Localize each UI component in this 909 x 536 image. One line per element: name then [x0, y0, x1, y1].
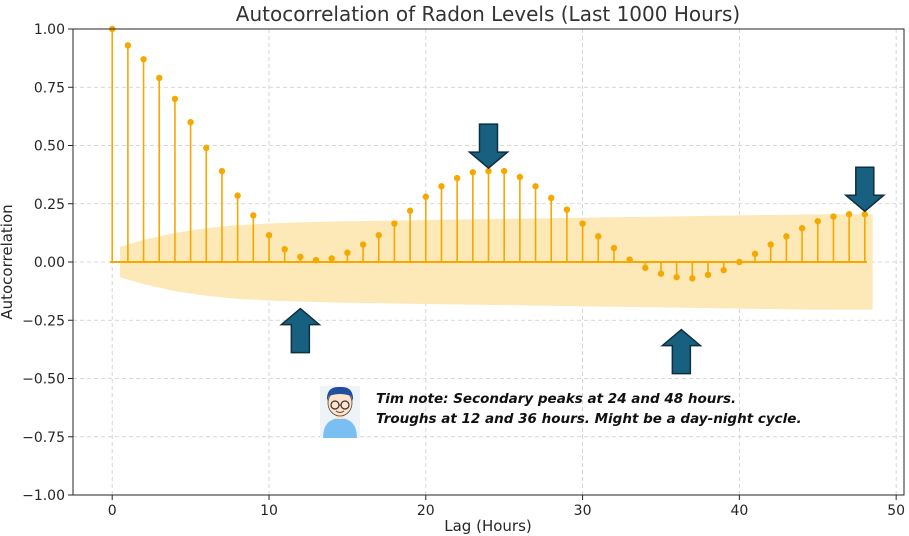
x-tick-label: 40 — [730, 503, 748, 519]
acf-stems — [108, 25, 869, 282]
chart-title: Autocorrelation of Radon Levels (Last 10… — [236, 2, 740, 26]
note-line-1: Tim note: Secondary peaks at 24 and 48 h… — [376, 391, 736, 407]
acf-marker — [814, 218, 821, 225]
avatar-icon — [320, 386, 360, 438]
acf-marker — [548, 194, 555, 202]
arrow-up-icon — [660, 328, 703, 375]
x-tick-label: 30 — [574, 503, 592, 519]
acf-marker — [453, 174, 461, 182]
annotation-note: Tim note: Secondary peaks at 24 and 48 h… — [320, 386, 802, 438]
acf-marker — [375, 232, 382, 239]
y-tick-label: −1.00 — [22, 488, 65, 504]
avatar-shirt — [323, 418, 357, 438]
arrow-up-icon — [279, 307, 322, 354]
avatar-smile — [335, 410, 345, 413]
acf-marker — [532, 183, 539, 190]
note-line-2: Troughs at 12 and 36 hours. Might be a d… — [376, 411, 802, 427]
y-tick-label: 0.25 — [34, 197, 65, 213]
acf-marker — [830, 213, 837, 220]
acf-marker — [579, 220, 586, 227]
acf-marker — [500, 167, 508, 175]
acf-marker — [328, 255, 335, 262]
acf-marker — [187, 119, 194, 126]
acf-marker — [610, 244, 618, 252]
x-tick-label: 10 — [260, 503, 278, 519]
acf-marker — [516, 173, 524, 181]
acf-marker — [234, 192, 241, 199]
acf-marker — [720, 266, 727, 274]
y-tick-label: −0.25 — [22, 313, 65, 329]
x-tick-label: 0 — [108, 503, 117, 519]
acf-marker — [767, 241, 774, 248]
acf-marker — [485, 167, 492, 175]
acf-marker — [297, 253, 304, 261]
y-tick-label: 0.50 — [34, 139, 65, 155]
acf-marker — [218, 167, 226, 175]
y-axis-label: Autocorrelation — [0, 204, 16, 319]
acf-marker — [406, 207, 414, 214]
avatar-hair — [326, 386, 354, 401]
acf-marker — [783, 233, 790, 240]
acf-marker — [798, 225, 806, 232]
acf-marker — [281, 245, 288, 253]
y-tick-label: 1.00 — [34, 22, 65, 38]
acf-marker — [124, 42, 132, 49]
acf-marker — [595, 233, 602, 240]
acf-marker — [642, 264, 649, 272]
acf-marker — [438, 183, 445, 190]
acf-marker — [689, 275, 696, 282]
acf-marker — [626, 256, 633, 263]
x-axis-label: Lag (Hours) — [444, 517, 532, 535]
acf-marker — [704, 271, 712, 279]
arrow-down-icon — [467, 123, 510, 170]
y-tick-label: 0.00 — [34, 255, 65, 271]
x-tick-label: 20 — [417, 503, 435, 519]
acf-marker — [344, 249, 351, 256]
y-axis-ticks: −1.00 −0.75 −0.50 −0.25 0.00 0.25 0.50 0.75 1.00 — [22, 22, 73, 504]
acf-marker — [751, 250, 759, 258]
acf-marker — [391, 220, 398, 227]
acf-marker — [265, 232, 273, 239]
y-tick-label: −0.50 — [22, 372, 65, 388]
acf-marker — [359, 241, 367, 248]
arrow-down-icon — [843, 166, 886, 213]
acf-marker — [845, 211, 853, 218]
acf-marker — [673, 273, 680, 281]
x-tick-label: 50 — [887, 503, 905, 519]
acf-marker — [422, 193, 429, 200]
acf-marker — [312, 256, 320, 264]
y-tick-label: −0.75 — [22, 430, 65, 446]
acf-marker — [171, 95, 179, 103]
acf-marker — [861, 211, 869, 218]
x-axis-ticks: 0 10 20 30 40 50 — [108, 495, 905, 519]
acf-marker — [469, 169, 477, 176]
acf-marker — [250, 212, 257, 219]
acf-marker — [736, 258, 743, 266]
acf-marker — [140, 56, 147, 63]
y-tick-label: 0.75 — [34, 80, 65, 96]
acf-marker — [156, 74, 163, 82]
acf-marker — [657, 270, 665, 277]
acf-marker — [563, 206, 571, 213]
annotation-arrows — [279, 123, 886, 375]
acf-marker — [203, 144, 210, 152]
